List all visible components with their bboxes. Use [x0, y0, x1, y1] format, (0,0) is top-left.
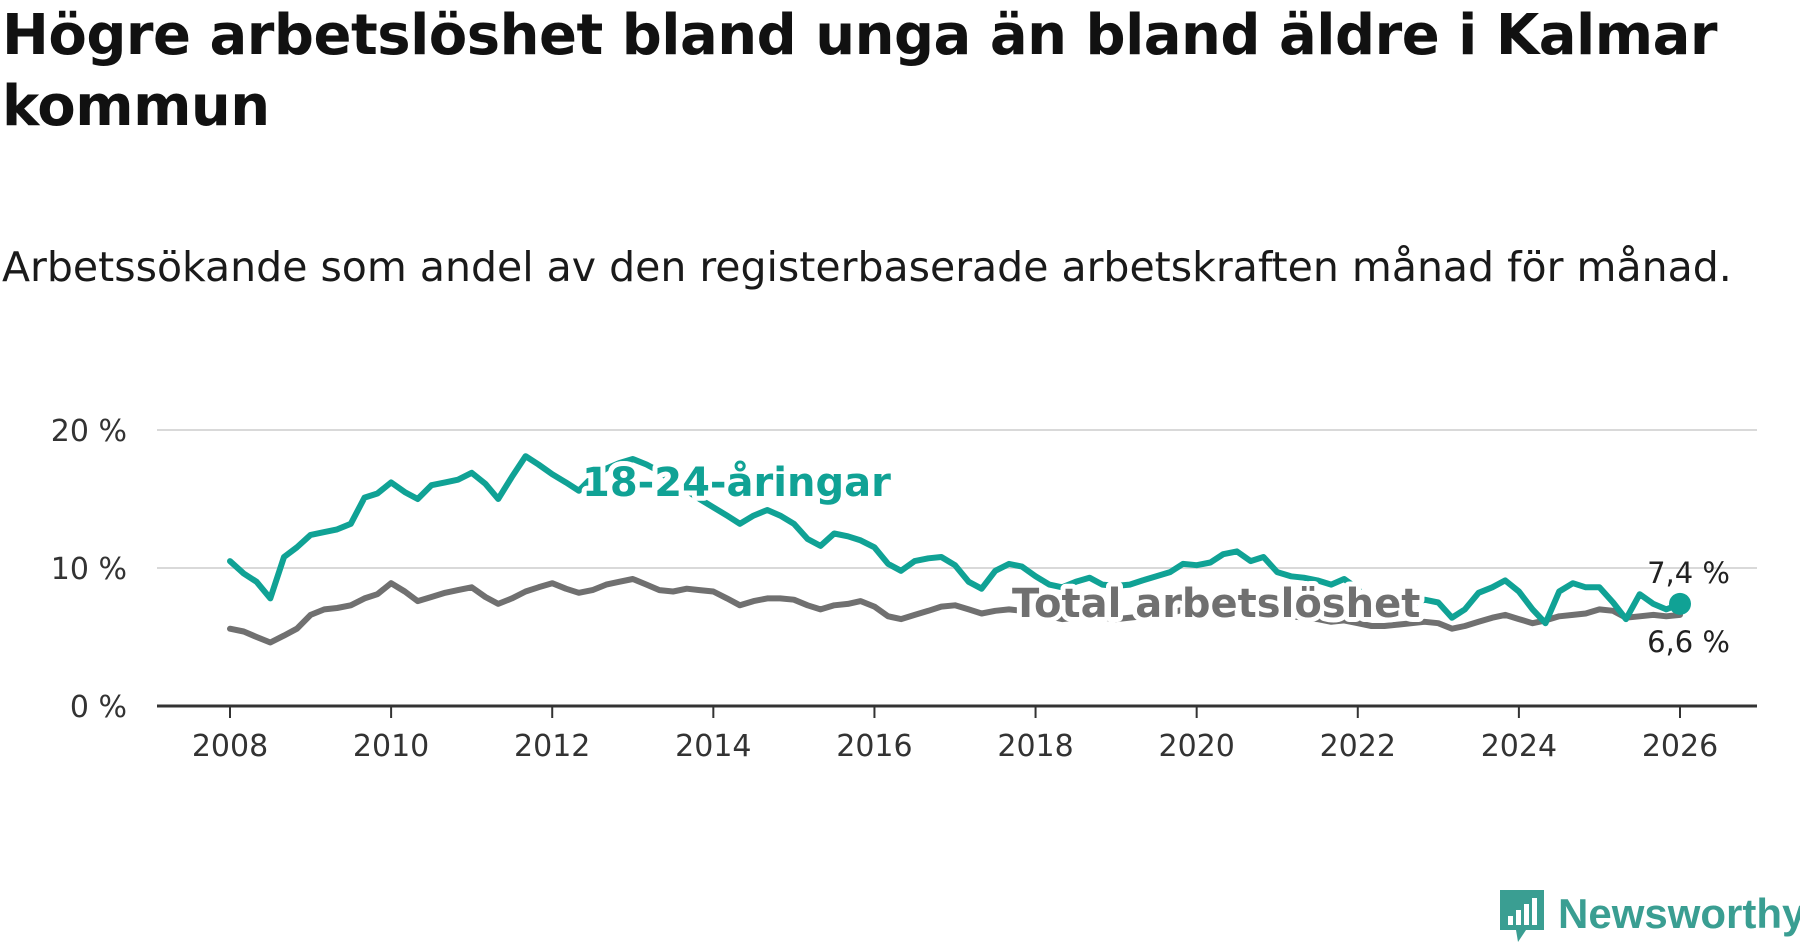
x-tick-label: 2014 — [675, 729, 751, 764]
chart-subtitle: Arbetssökande som andel av den registerb… — [2, 243, 1732, 291]
y-tick-label: 10 % — [51, 552, 127, 587]
x-tick-label: 2018 — [997, 729, 1073, 764]
x-axis-ticks: 2008 2010 2012 2014 2016 2018 2020 2022 2024 2026 — [192, 706, 1718, 764]
y-tick-label: 20 % — [51, 414, 127, 449]
chart-title: Högre arbetslöshet bland unga än bland ä… — [2, 3, 1718, 139]
series-labels: 7,4 % 6,6 % 18-24-åringar Total arbetslöshe… — [577, 454, 1730, 659]
y-axis-ticks: 0 % 10 % 20 % — [51, 414, 127, 725]
x-tick-label: 2024 — [1481, 729, 1557, 764]
bar-chart-speech-bubble-icon — [1500, 890, 1544, 942]
series-line-youth — [227, 453, 1683, 627]
x-tick-label: 2022 — [1320, 729, 1396, 764]
brand-name: Newsworthy — [1558, 890, 1800, 937]
x-tick-label: 2026 — [1642, 729, 1718, 764]
series-lines — [227, 453, 1691, 646]
x-tick-label: 2012 — [514, 729, 590, 764]
series-label-total: Total arbetslöshet — [1012, 581, 1420, 627]
x-tick-label: 2008 — [192, 729, 268, 764]
x-tick-label: 2016 — [836, 729, 912, 764]
x-tick-label: 2020 — [1158, 729, 1234, 764]
series-label-youth: 18-24-åringar — [582, 459, 891, 506]
grid-lines — [157, 429, 1757, 569]
newsworthy-logo: Newsworthy — [1490, 886, 1800, 948]
series-line-total — [227, 576, 1683, 646]
y-tick-label: 0 % — [70, 690, 127, 725]
youth-end-marker — [1669, 592, 1691, 615]
total-end-value: 6,6 % — [1647, 625, 1730, 659]
youth-end-value: 7,4 % — [1647, 556, 1730, 590]
x-tick-label: 2010 — [353, 729, 429, 764]
